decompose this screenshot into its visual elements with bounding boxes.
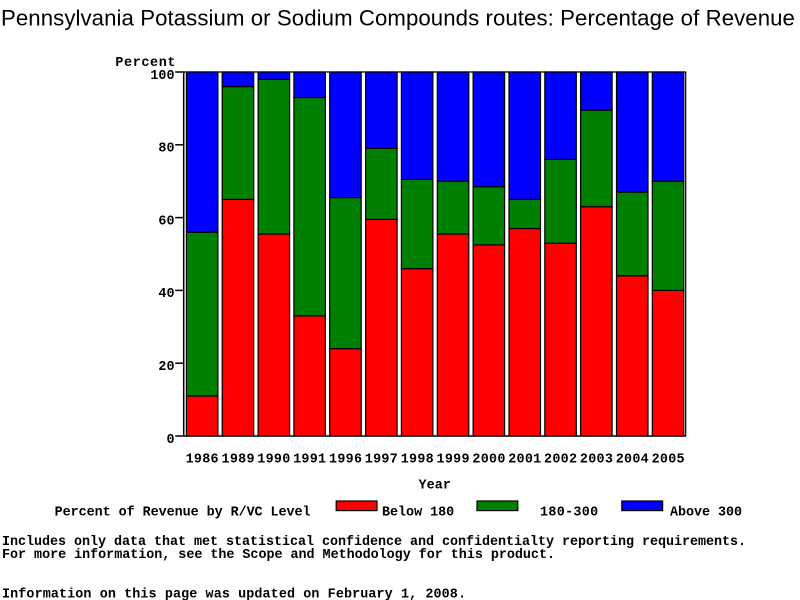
svg-text:Percent: Percent: [115, 56, 175, 71]
svg-text:1991: 1991: [293, 452, 326, 467]
svg-text:1997: 1997: [365, 452, 398, 467]
svg-text:Below 180: Below 180: [382, 505, 454, 520]
svg-text:20: 20: [158, 360, 174, 375]
svg-text:80: 80: [158, 142, 174, 157]
svg-text:1990: 1990: [257, 452, 290, 467]
svg-text:2002: 2002: [544, 452, 577, 467]
svg-text:2001: 2001: [508, 452, 541, 467]
svg-text:1999: 1999: [437, 452, 470, 467]
svg-text:2003: 2003: [580, 452, 613, 467]
svg-text:2005: 2005: [652, 452, 685, 467]
svg-text:Above 300: Above 300: [670, 505, 742, 520]
svg-text:2004: 2004: [616, 452, 649, 467]
svg-text:Percent of Revenue by R/VC Lev: Percent of Revenue by R/VC Level: [55, 505, 311, 520]
svg-text:Year: Year: [419, 479, 451, 494]
svg-text:40: 40: [158, 287, 174, 302]
svg-text:1986: 1986: [186, 452, 219, 467]
svg-text:100: 100: [150, 69, 174, 84]
svg-text:0: 0: [166, 433, 174, 448]
svg-text:Includes only data that met st: Includes only data that met statistical …: [2, 535, 746, 550]
svg-text:Information on this page was u: Information on this page was updated on …: [2, 588, 466, 600]
svg-text:2000: 2000: [472, 452, 505, 467]
svg-text:1989: 1989: [222, 452, 255, 467]
svg-text:180-300: 180-300: [540, 505, 598, 520]
svg-text:Pennsylvania Potassium or Sodi: Pennsylvania Potassium or Sodium Compoun…: [1, 6, 795, 31]
svg-text:1998: 1998: [401, 452, 434, 467]
svg-text:60: 60: [158, 214, 174, 229]
svg-text:1996: 1996: [329, 452, 362, 467]
svg-text:For more information, see the: For more information, see the Scope and …: [2, 548, 555, 563]
